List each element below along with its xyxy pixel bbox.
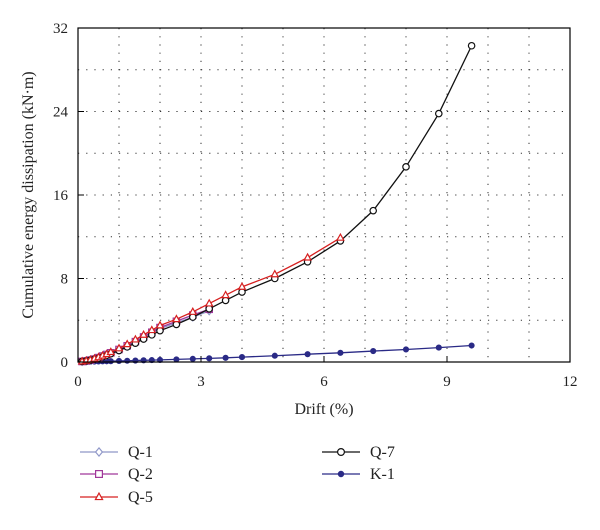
data-point bbox=[189, 355, 196, 362]
data-point bbox=[402, 346, 410, 353]
legend-label: Q-5 bbox=[128, 489, 153, 506]
data-point bbox=[434, 109, 443, 118]
data-point bbox=[468, 342, 475, 349]
y-tick-label: 16 bbox=[53, 188, 69, 204]
x-tick-label: 6 bbox=[320, 374, 328, 390]
data-point bbox=[173, 356, 180, 363]
data-point bbox=[336, 232, 345, 241]
data-point bbox=[107, 358, 114, 365]
data-point bbox=[402, 163, 410, 171]
data-point bbox=[270, 269, 280, 278]
data-point bbox=[435, 344, 442, 351]
legend-label: Q-1 bbox=[128, 444, 153, 461]
series-line bbox=[82, 45, 473, 363]
data-point bbox=[369, 206, 378, 215]
series-layer bbox=[77, 41, 476, 367]
y-axis-label: Cumulative energy dissipation (kN·m) bbox=[20, 71, 37, 318]
data-point bbox=[94, 491, 104, 501]
data-point bbox=[139, 329, 148, 338]
legend-item-q-7: Q-7 bbox=[322, 444, 395, 461]
y-tick-label: 8 bbox=[61, 272, 69, 288]
grid-layer bbox=[78, 28, 570, 362]
data-point bbox=[155, 320, 165, 329]
data-point bbox=[370, 347, 377, 355]
y-tick-label: 32 bbox=[53, 21, 68, 37]
y-tick-label: 24 bbox=[53, 105, 69, 121]
data-point bbox=[94, 470, 103, 479]
x-tick-label: 3 bbox=[197, 374, 205, 390]
data-point bbox=[188, 306, 198, 315]
series-line bbox=[81, 237, 341, 363]
legend-label: Q-2 bbox=[128, 466, 153, 483]
data-point bbox=[147, 325, 157, 334]
series-k-1 bbox=[79, 342, 475, 365]
legend-item-q-1: Q-1 bbox=[80, 444, 153, 461]
data-point bbox=[115, 357, 123, 365]
data-point bbox=[114, 343, 124, 352]
data-point bbox=[172, 314, 181, 323]
legend-item-q-2: Q-2 bbox=[80, 466, 153, 483]
data-point bbox=[467, 41, 476, 50]
data-point bbox=[222, 354, 229, 361]
data-point bbox=[304, 351, 311, 358]
legend-label: K-1 bbox=[370, 466, 395, 483]
legend-item-k-1: K-1 bbox=[322, 466, 395, 483]
data-point bbox=[303, 252, 312, 261]
data-point bbox=[221, 290, 230, 299]
legend-label: Q-7 bbox=[370, 444, 395, 461]
data-point bbox=[337, 448, 346, 457]
x-tick-label: 12 bbox=[563, 374, 578, 390]
series-q-5 bbox=[77, 232, 345, 365]
data-point bbox=[106, 347, 116, 356]
x-axis-label: Drift (%) bbox=[294, 401, 353, 418]
series-q-7 bbox=[78, 41, 476, 366]
tick-layer: 0 3 6 9 12 0 8 16 24 32 bbox=[53, 21, 578, 390]
data-point bbox=[204, 298, 214, 307]
data-point bbox=[337, 349, 344, 356]
data-point bbox=[238, 354, 246, 361]
x-tick-label: 9 bbox=[443, 374, 451, 390]
legend-item-q-5: Q-5 bbox=[80, 489, 153, 506]
data-point bbox=[206, 355, 213, 362]
data-point bbox=[94, 446, 104, 458]
data-point bbox=[337, 470, 345, 478]
data-point bbox=[237, 281, 247, 290]
data-point bbox=[131, 334, 140, 343]
data-point bbox=[122, 339, 132, 348]
x-tick-label: 0 bbox=[74, 374, 82, 390]
legend: Q-1 Q-2 Q-5 Q-7 K-1 bbox=[80, 444, 395, 506]
y-tick-label: 0 bbox=[61, 355, 69, 371]
data-point bbox=[271, 352, 278, 359]
